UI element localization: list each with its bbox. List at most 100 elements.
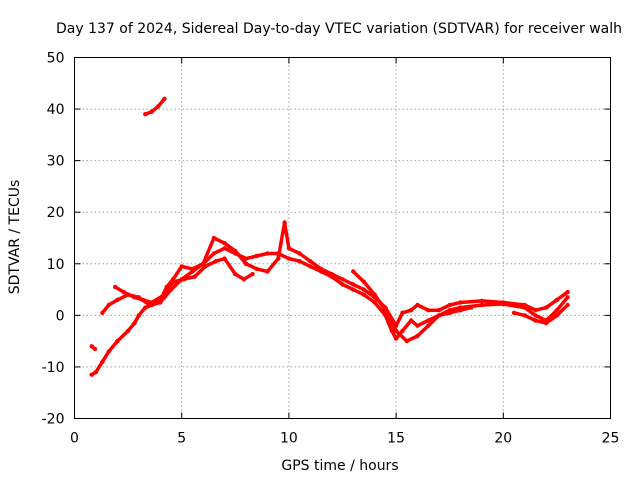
data-point (340, 282, 345, 287)
data-point (522, 313, 527, 318)
data-point (222, 241, 227, 246)
data-point (140, 297, 146, 303)
x-tick-label: 25 (602, 431, 620, 447)
data-point (447, 310, 452, 315)
data-point (243, 261, 249, 266)
data-point (340, 277, 345, 282)
data-point (286, 256, 292, 261)
data-point (393, 328, 399, 333)
data-point (282, 220, 287, 225)
data-point (479, 298, 485, 304)
data-point (383, 308, 388, 313)
x-tick-label: 20 (494, 431, 512, 447)
x-axis-label: GPS time / hours (281, 458, 398, 474)
data-point (544, 305, 549, 310)
data-point (361, 279, 367, 284)
data-point (565, 295, 570, 300)
data-point (155, 104, 161, 109)
data-point (393, 336, 399, 341)
plot-frame (74, 57, 611, 419)
data-point (400, 310, 405, 315)
data-point (511, 310, 517, 315)
data-point (351, 287, 356, 292)
data-point (211, 251, 217, 256)
data-point (143, 305, 148, 310)
data-point (468, 305, 474, 310)
series-arc6 (143, 97, 167, 116)
data-point (211, 235, 217, 241)
data-point (115, 297, 120, 303)
data-point (389, 328, 394, 333)
data-point (308, 259, 313, 264)
y-tick-label: 30 (47, 154, 65, 170)
y-tick-label: 0 (56, 308, 65, 324)
data-point (565, 289, 570, 295)
data-point (222, 256, 227, 261)
data-point (181, 277, 186, 282)
y-tick-label: 20 (47, 205, 65, 221)
data-point (404, 338, 409, 344)
x-tick-label: 0 (70, 431, 79, 447)
grid-lines (74, 57, 611, 419)
data-point (522, 302, 527, 308)
data-point (106, 349, 112, 354)
data-series (89, 96, 570, 377)
data-point (250, 271, 255, 277)
x-tick-label: 15 (387, 431, 405, 447)
data-point (372, 300, 377, 305)
y-tick-label: -20 (42, 412, 65, 428)
data-point (479, 302, 485, 308)
data-point (89, 372, 94, 377)
data-point (241, 277, 247, 282)
data-point (222, 246, 227, 251)
data-point (93, 369, 99, 375)
data-point (100, 310, 105, 315)
data-point (136, 313, 141, 318)
data-point (192, 274, 197, 279)
data-point (436, 308, 442, 313)
data-point (447, 302, 452, 308)
data-point (544, 320, 549, 326)
data-point (361, 292, 367, 297)
data-point (286, 246, 292, 251)
x-tick-label: 5 (177, 431, 186, 447)
data-point (554, 308, 560, 313)
data-point (501, 300, 506, 305)
data-point (318, 266, 324, 272)
x-tick-label: 10 (280, 431, 298, 447)
data-point (408, 318, 414, 323)
data-point (149, 300, 154, 305)
data-point (276, 256, 281, 261)
y-tick-label: 40 (47, 102, 65, 118)
data-point (565, 302, 570, 308)
data-point (415, 333, 420, 339)
data-point (125, 328, 131, 333)
data-point (132, 320, 137, 326)
data-point (372, 292, 377, 297)
series-arc1 (89, 246, 570, 377)
data-point (533, 308, 538, 313)
data-point (329, 271, 334, 277)
data-point (458, 300, 463, 305)
data-point (190, 266, 195, 272)
data-point (351, 282, 356, 287)
series-arc4 (351, 269, 473, 343)
data-point (113, 284, 118, 290)
data-point (458, 308, 463, 313)
y-tick-label: 50 (47, 51, 65, 67)
x-axis-ticks: 0 5 10 15 20 25 (70, 57, 620, 447)
data-point (361, 287, 367, 292)
data-point (308, 264, 313, 269)
y-axis-ticks: -20 -10 0 10 20 30 40 50 (42, 51, 611, 428)
data-point (415, 323, 420, 328)
data-point (297, 251, 302, 256)
data-point (233, 248, 238, 254)
data-point (143, 112, 148, 117)
y-axis-label: SDTVAR / TECUs (7, 180, 23, 295)
data-point (415, 302, 420, 308)
chart-title: Day 137 of 2024, Sidereal Day-to-day VTE… (56, 21, 622, 37)
y-tick-label: 10 (47, 257, 65, 273)
data-point (243, 256, 249, 261)
data-point (233, 271, 238, 277)
